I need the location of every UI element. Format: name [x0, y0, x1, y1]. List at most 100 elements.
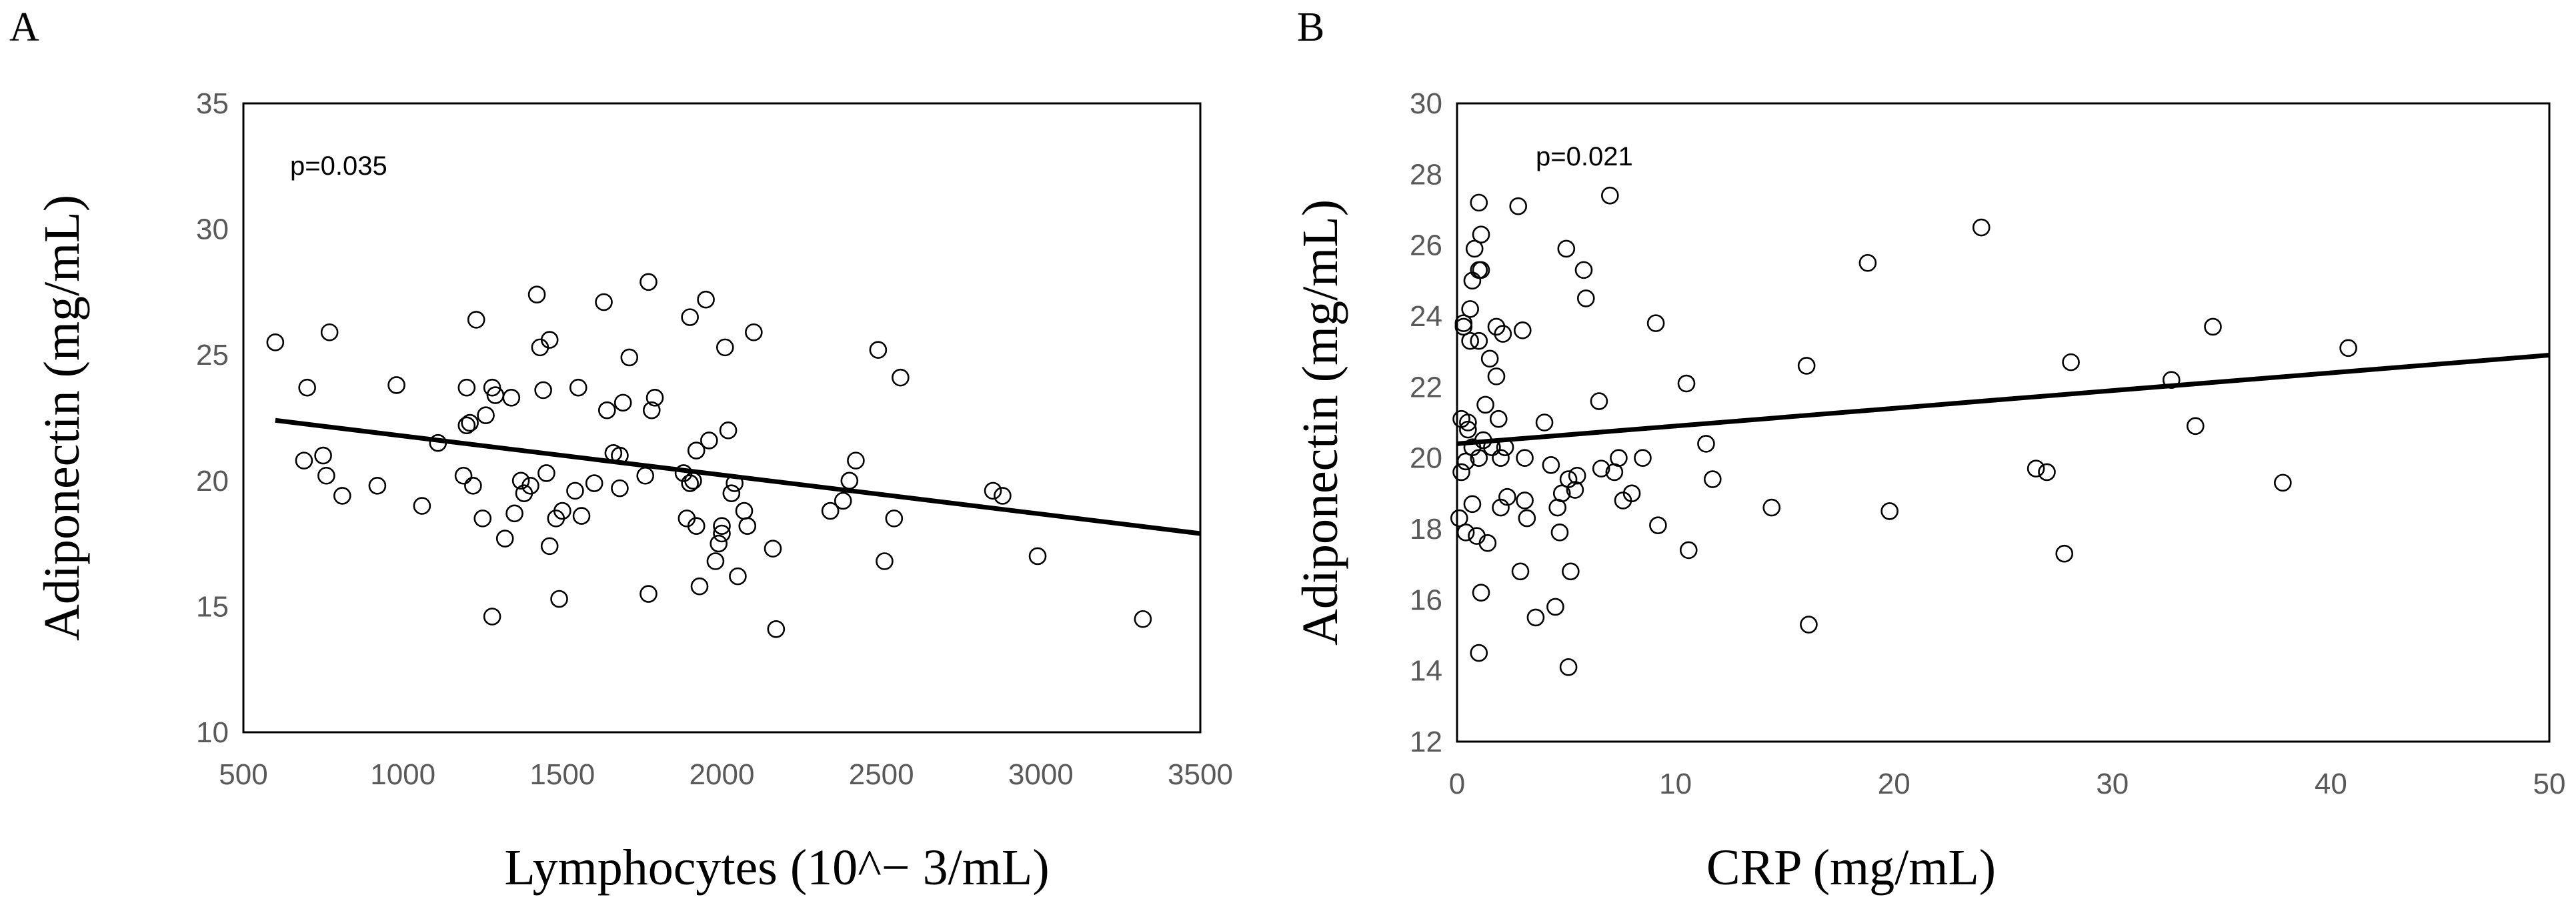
- data-point: [1646, 314, 1665, 332]
- x-tick-label: 2000: [690, 758, 755, 791]
- data-point: [1546, 598, 1564, 616]
- panel-b: B 12 14 16 18 20 22 24 26 28 30 0 10 20 30 40 50 Adipone…: [1288, 0, 2575, 917]
- data-point: [1511, 562, 1530, 581]
- y-axis-label-a: Adiponectin (mg/mL): [34, 195, 90, 641]
- data-point: [681, 474, 699, 492]
- x-tick-label: 1500: [529, 758, 595, 791]
- y-tick-label: 10: [196, 716, 229, 749]
- y-tick-label: 12: [1410, 726, 1442, 758]
- data-point: [1858, 253, 1877, 272]
- data-point: [1450, 509, 1468, 528]
- data-point: [553, 502, 571, 520]
- data-point: [611, 479, 629, 498]
- data-point: [700, 431, 718, 449]
- data-point: [540, 331, 559, 349]
- data-point: [1518, 509, 1536, 528]
- data-point: [745, 323, 763, 341]
- data-point: [1559, 658, 1578, 676]
- y-tick-label: 15: [196, 590, 229, 623]
- data-point: [1800, 616, 1818, 634]
- data-point: [1472, 584, 1490, 602]
- data-point: [821, 502, 840, 520]
- data-point: [1797, 357, 1816, 375]
- data-point: [2055, 544, 2074, 563]
- data-point: [2062, 353, 2080, 371]
- data-point: [1697, 435, 1715, 453]
- data-point: [2274, 474, 2292, 492]
- y-tick-label: 28: [1410, 158, 1442, 191]
- data-point: [1972, 218, 1991, 237]
- data-point: [722, 484, 741, 502]
- data-point: [1459, 413, 1477, 431]
- x-tick-label: 500: [219, 758, 267, 791]
- data-point: [1574, 261, 1593, 279]
- trendline-b: [1456, 352, 2550, 446]
- data-point: [847, 451, 865, 470]
- x-tick-label: 3500: [1168, 758, 1233, 791]
- y-tick-label: 22: [1410, 371, 1442, 403]
- data-point: [505, 504, 523, 523]
- data-point: [266, 333, 285, 351]
- data-point: [495, 530, 514, 548]
- data-point: [2038, 463, 2056, 482]
- data-point: [1557, 239, 1576, 258]
- data-point: [1634, 449, 1652, 467]
- data-point: [1677, 374, 1696, 393]
- data-point: [569, 378, 587, 397]
- y-tick-label: 18: [1410, 513, 1442, 546]
- data-point: [1487, 367, 1506, 385]
- panel-a: A 10 15 20 25 30 35 500 1000 1500 2000 2500 3000 350…: [9, 5, 1233, 896]
- data-point: [1762, 498, 1781, 517]
- data-point: [1590, 392, 1608, 410]
- data-point: [597, 401, 616, 419]
- y-tick-label: 26: [1410, 229, 1442, 262]
- y-tick-label: 20: [196, 465, 229, 498]
- data-point: [368, 477, 387, 495]
- data-point: [1679, 541, 1698, 560]
- p-value-annotation-b: p=0.021: [1536, 142, 1633, 171]
- data-point: [1489, 409, 1508, 428]
- panel-letter-b: B: [1297, 5, 1325, 50]
- data-point: [687, 517, 706, 535]
- data-point: [387, 376, 405, 394]
- data-point: [1470, 449, 1488, 467]
- data-point: [317, 466, 335, 485]
- data-point: [320, 323, 339, 341]
- data-point: [726, 474, 744, 492]
- plot-frame-a: [242, 102, 1202, 734]
- data-point: [1470, 331, 1488, 350]
- data-point: [298, 378, 316, 397]
- data-point: [840, 472, 859, 490]
- data-point: [1470, 193, 1488, 212]
- data-point: [697, 290, 715, 309]
- data-point: [620, 348, 639, 367]
- data-point: [1456, 452, 1475, 471]
- data-point: [1880, 502, 1898, 520]
- y-tick-label: 30: [196, 213, 229, 246]
- data-point: [585, 474, 603, 492]
- data-point: [483, 378, 501, 397]
- data-point: [716, 338, 734, 357]
- data-point: [729, 567, 747, 586]
- data-point: [1461, 300, 1479, 318]
- data-point: [464, 477, 482, 495]
- data-point: [2339, 339, 2357, 357]
- data-point: [1461, 331, 1479, 350]
- y-tick-label: 25: [196, 339, 229, 371]
- data-point: [1576, 289, 1595, 307]
- data-point: [527, 285, 546, 303]
- data-point: [713, 524, 731, 543]
- data-point: [1472, 225, 1490, 244]
- data-point: [1494, 325, 1512, 343]
- data-point: [639, 585, 658, 603]
- data-point: [2204, 317, 2222, 336]
- data-point: [1470, 644, 1488, 662]
- data-point: [566, 482, 584, 500]
- data-point: [834, 492, 852, 510]
- data-point: [1592, 460, 1610, 478]
- data-point: [1559, 470, 1578, 488]
- data-point: [1516, 449, 1534, 467]
- x-axis-label-b: CRP (mg/mL): [1706, 840, 1997, 896]
- data-point: [639, 273, 658, 291]
- data-point: [2162, 371, 2181, 389]
